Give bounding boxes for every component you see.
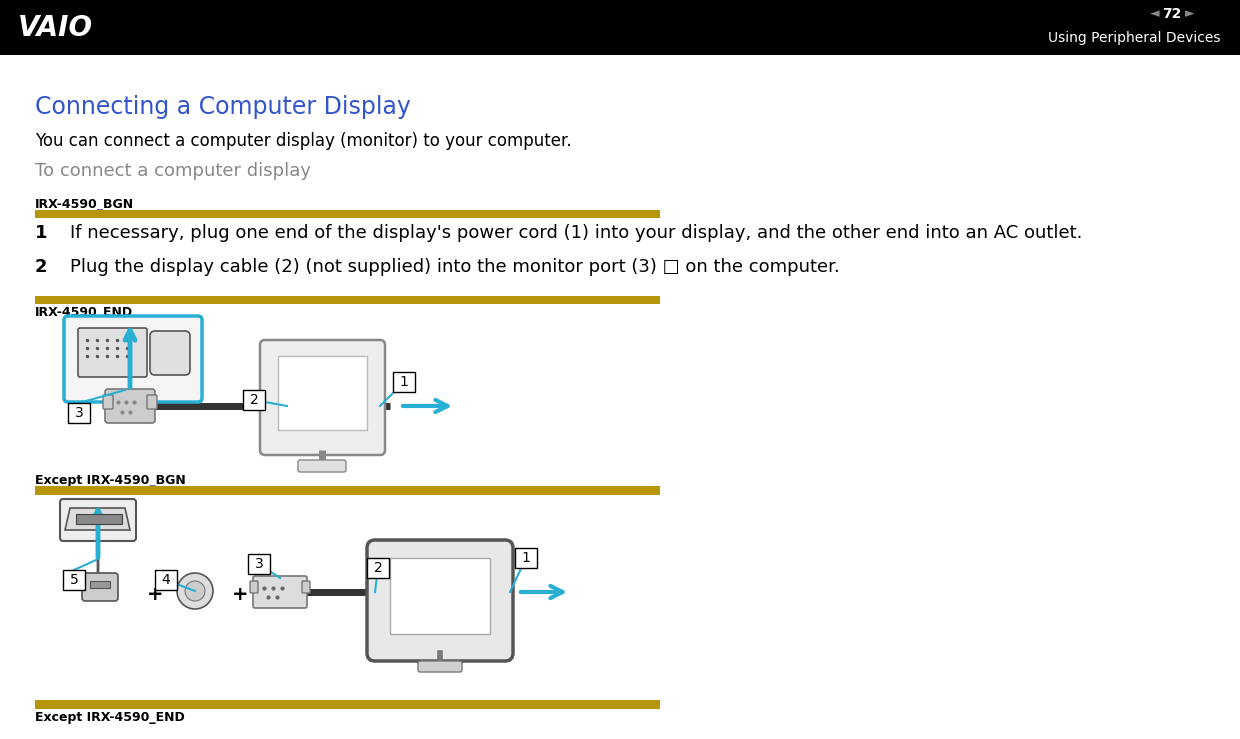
Bar: [68, 403, 91, 423]
Circle shape: [177, 573, 213, 609]
FancyBboxPatch shape: [418, 661, 463, 672]
Text: You can connect a computer display (monitor) to your computer.: You can connect a computer display (moni…: [35, 132, 572, 150]
FancyBboxPatch shape: [367, 540, 513, 661]
Text: 1: 1: [35, 224, 47, 242]
FancyBboxPatch shape: [148, 395, 157, 409]
Text: VAIO: VAIO: [19, 14, 93, 42]
Text: +: +: [232, 585, 248, 604]
FancyBboxPatch shape: [253, 576, 308, 608]
Bar: [393, 372, 415, 392]
Bar: [0, 0, 1240, 55]
Bar: [35, 700, 660, 709]
Text: 4: 4: [161, 573, 170, 587]
Bar: [76, 514, 122, 524]
Text: ◄: ◄: [1151, 7, 1159, 21]
Circle shape: [185, 581, 205, 601]
Text: To connect a computer display: To connect a computer display: [35, 162, 311, 180]
Text: 72: 72: [1162, 7, 1182, 21]
Text: Using Peripheral Devices: Using Peripheral Devices: [1048, 31, 1220, 45]
Text: Connecting a Computer Display: Connecting a Computer Display: [35, 95, 410, 119]
FancyBboxPatch shape: [78, 328, 148, 377]
Bar: [515, 548, 537, 568]
Text: IRX-4590_END: IRX-4590_END: [35, 306, 133, 319]
Text: +: +: [146, 585, 164, 604]
FancyBboxPatch shape: [82, 573, 118, 601]
FancyBboxPatch shape: [298, 460, 346, 472]
Text: Except IRX-4590_END: Except IRX-4590_END: [35, 711, 185, 724]
Text: Except IRX-4590_BGN: Except IRX-4590_BGN: [35, 474, 186, 487]
FancyBboxPatch shape: [260, 340, 384, 455]
Bar: [248, 554, 270, 574]
Bar: [63, 570, 86, 590]
Bar: [35, 296, 660, 304]
Text: IRX-4590_BGN: IRX-4590_BGN: [35, 198, 134, 211]
Bar: [35, 486, 660, 495]
FancyBboxPatch shape: [103, 395, 113, 409]
Bar: [155, 570, 177, 590]
Text: 2: 2: [35, 258, 47, 276]
Bar: [391, 558, 490, 634]
Bar: [367, 558, 389, 578]
Text: 1: 1: [399, 375, 408, 389]
Bar: [91, 581, 110, 588]
FancyBboxPatch shape: [303, 581, 310, 593]
Text: If necessary, plug one end of the display's power cord (1) into your display, an: If necessary, plug one end of the displa…: [69, 224, 1083, 242]
FancyBboxPatch shape: [150, 331, 190, 375]
Polygon shape: [64, 508, 130, 530]
FancyBboxPatch shape: [250, 581, 258, 593]
FancyBboxPatch shape: [64, 316, 202, 402]
Text: 5: 5: [69, 573, 78, 587]
Bar: [278, 356, 367, 430]
Text: 1: 1: [522, 551, 531, 565]
Text: Plug the display cable (2) (not supplied) into the monitor port (3) □ on the com: Plug the display cable (2) (not supplied…: [69, 258, 839, 276]
Bar: [243, 390, 265, 410]
Text: 2: 2: [249, 393, 258, 407]
Text: ►: ►: [1185, 7, 1195, 21]
FancyBboxPatch shape: [105, 389, 155, 423]
FancyBboxPatch shape: [60, 499, 136, 541]
Text: 3: 3: [254, 557, 263, 571]
Bar: [35, 210, 660, 218]
Text: 3: 3: [74, 406, 83, 420]
Text: 2: 2: [373, 561, 382, 575]
